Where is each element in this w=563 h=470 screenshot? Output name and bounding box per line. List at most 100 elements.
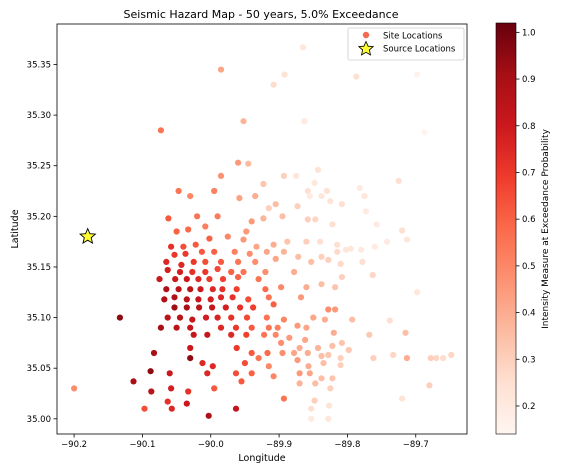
site-point xyxy=(236,195,243,202)
site-point xyxy=(356,184,363,192)
site-point xyxy=(229,294,236,301)
site-point xyxy=(240,236,247,243)
site-point xyxy=(240,268,247,276)
site-point xyxy=(238,378,245,385)
site-point xyxy=(260,215,267,222)
site-point xyxy=(211,187,218,195)
site-point xyxy=(294,203,301,210)
site-point xyxy=(207,296,214,303)
legend-source-marker xyxy=(357,40,375,56)
site-point xyxy=(265,294,272,301)
site-point xyxy=(310,314,317,321)
site-point xyxy=(261,331,268,338)
site-point xyxy=(286,334,293,341)
site-point xyxy=(280,395,287,402)
site-point xyxy=(173,228,180,235)
site-point xyxy=(141,405,148,412)
colorbar: 0.2 0.3 0.4 0.5 0.6 0.7 0.8 0.9 1.0 Intensity Me… xyxy=(495,22,551,435)
site-point xyxy=(150,349,158,357)
site-point xyxy=(296,370,303,377)
site-point xyxy=(189,316,196,323)
site-point xyxy=(228,268,235,276)
site-point xyxy=(330,329,337,336)
site-point xyxy=(306,193,313,200)
site-point xyxy=(243,314,251,321)
site-point xyxy=(172,276,179,283)
site-point xyxy=(399,227,406,234)
plot-frame xyxy=(56,23,468,435)
site-point xyxy=(161,296,168,303)
colorbar-label: Intensity Measure at Exceedance Probabil… xyxy=(541,128,551,328)
x-axis-ticks: −90.2 −90.1 −90.0 −89.9 −89.8 −89.7 xyxy=(61,434,429,450)
site-point xyxy=(426,382,433,389)
site-point xyxy=(248,349,255,357)
site-point xyxy=(202,258,209,265)
site-point xyxy=(147,368,154,375)
site-point xyxy=(211,248,218,255)
site-point xyxy=(243,331,250,338)
site-point xyxy=(182,250,189,257)
site-point xyxy=(202,314,210,321)
site-point xyxy=(214,265,221,273)
y-axis-label: Latitude xyxy=(10,209,21,248)
colorbar-ticks: 0.2 0.3 0.4 0.5 0.6 0.7 0.8 0.9 1.0 xyxy=(516,28,536,412)
site-point xyxy=(248,324,255,331)
site-point xyxy=(157,127,164,134)
site-point xyxy=(130,378,137,385)
site-point xyxy=(235,258,242,265)
site-point xyxy=(164,266,171,274)
site-point xyxy=(291,268,298,276)
site-point xyxy=(347,245,354,252)
site-point xyxy=(263,248,270,255)
site-point xyxy=(197,286,204,293)
y-axis-ticks: 35.00 35.05 35.10 35.15 35.20 35.25 35.30 35.35 xyxy=(27,60,57,425)
site-point xyxy=(176,268,184,276)
site-point xyxy=(278,339,285,346)
site-point xyxy=(299,44,307,51)
site-point xyxy=(349,316,356,323)
site-point xyxy=(312,380,319,387)
source-points xyxy=(78,227,97,245)
site-point xyxy=(308,415,315,422)
site-point xyxy=(334,241,341,248)
site-point xyxy=(235,274,242,281)
site-point xyxy=(314,344,322,352)
site-point xyxy=(308,258,315,265)
site-point xyxy=(253,243,260,250)
x-tick-label: −90.1 xyxy=(129,440,155,450)
site-point xyxy=(233,344,240,352)
site-point xyxy=(116,314,123,321)
site-point xyxy=(252,193,259,200)
site-point xyxy=(187,324,194,331)
site-point xyxy=(163,286,170,293)
site-point xyxy=(321,316,328,323)
site-point xyxy=(427,355,434,362)
site-point xyxy=(168,243,175,250)
site-point xyxy=(304,216,311,223)
site-point xyxy=(278,284,285,291)
site-point xyxy=(232,405,240,412)
legend-site-label: Site Locations xyxy=(383,32,443,42)
site-point xyxy=(240,118,247,125)
site-point xyxy=(264,349,271,357)
site-point xyxy=(164,398,171,405)
site-point xyxy=(345,346,352,354)
site-point xyxy=(433,355,440,362)
site-point xyxy=(369,272,376,279)
y-tick-label: 35.20 xyxy=(27,212,51,222)
x-tick-label: −89.7 xyxy=(403,440,429,450)
site-point xyxy=(204,331,211,338)
site-point xyxy=(166,370,173,377)
site-point xyxy=(325,415,332,422)
site-point xyxy=(303,284,310,291)
site-point xyxy=(190,258,197,265)
site-point xyxy=(185,388,192,395)
site-point xyxy=(195,276,202,283)
site-point xyxy=(196,304,203,311)
site-point xyxy=(252,258,259,265)
site-point xyxy=(241,360,248,367)
site-point xyxy=(192,241,199,248)
colorbar-tick-label: 0.2 xyxy=(522,402,536,412)
site-point xyxy=(183,400,190,407)
site-point xyxy=(373,221,380,228)
